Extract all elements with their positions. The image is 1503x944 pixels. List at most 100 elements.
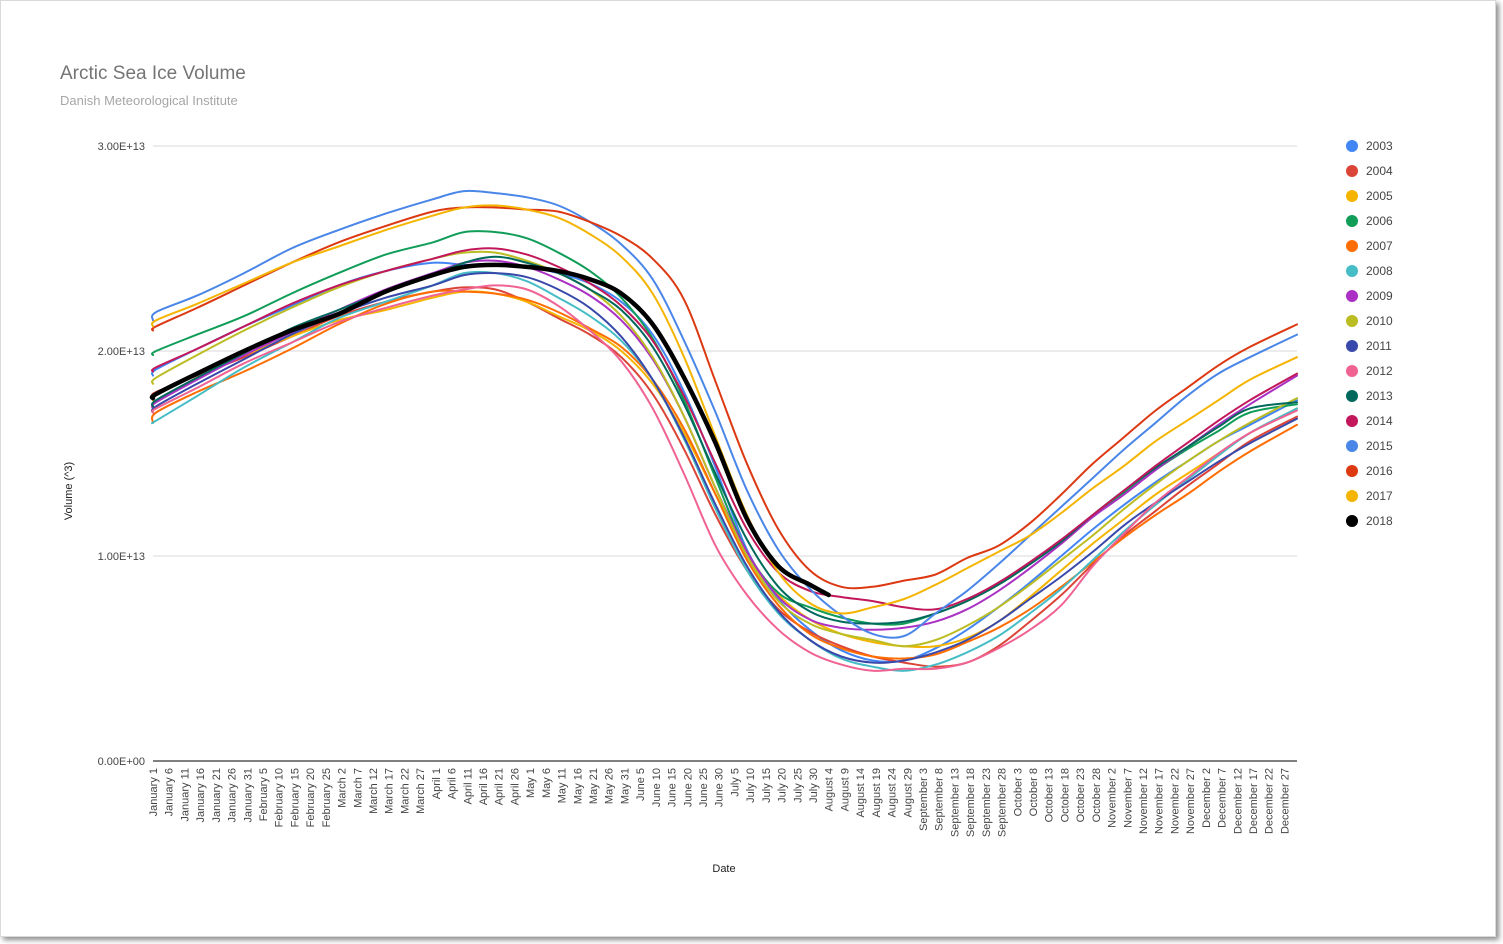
legend-swatch <box>1346 415 1358 427</box>
x-tick-label: April 11 <box>462 768 474 804</box>
legend-swatch <box>1346 390 1358 402</box>
legend-item-2008[interactable]: 2008 <box>1346 264 1393 278</box>
x-tick-label: May 1 <box>525 768 537 798</box>
legend-label: 2012 <box>1366 364 1393 378</box>
x-tick-label: August 14 <box>855 768 867 818</box>
y-axis-label: Volume (^3) <box>63 462 75 520</box>
x-tick-label: August 4 <box>824 768 836 811</box>
series-line-2011 <box>151 272 1298 664</box>
x-tick-label: June 30 <box>714 768 726 807</box>
y-tick-label: 1.00E+13 <box>98 551 145 563</box>
x-tick-label: June 15 <box>667 768 679 807</box>
x-tick-label: October 18 <box>1059 768 1071 822</box>
x-tick-label: February 15 <box>289 768 301 827</box>
x-tick-label: January 6 <box>164 768 176 816</box>
series-line-2014 <box>151 247 1298 611</box>
x-tick-label: May 21 <box>588 768 600 804</box>
x-tick-label: June 5 <box>635 768 647 801</box>
legend-item-2007[interactable]: 2007 <box>1346 239 1393 253</box>
chart-subtitle: Danish Meteorological Institute <box>60 93 238 108</box>
legend-item-2010[interactable]: 2010 <box>1346 314 1393 328</box>
legend-label: 2017 <box>1366 489 1393 503</box>
x-tick-label: March 22 <box>399 768 411 814</box>
x-tick-label: December 17 <box>1248 768 1260 834</box>
legend-item-2005[interactable]: 2005 <box>1346 189 1393 203</box>
x-tick-label: May 6 <box>541 768 553 798</box>
legend-label: 2003 <box>1366 139 1393 153</box>
series-line-2012 <box>151 284 1298 672</box>
x-tick-label: March 7 <box>352 768 364 808</box>
legend-item-2006[interactable]: 2006 <box>1346 214 1393 228</box>
x-tick-label: September 8 <box>934 768 946 831</box>
x-tick-label: November 17 <box>1154 768 1166 834</box>
legend-item-2003[interactable]: 2003 <box>1346 139 1393 153</box>
x-tick-label: October 28 <box>1091 768 1103 822</box>
legend-swatch <box>1346 490 1358 502</box>
legend-swatch <box>1346 315 1358 327</box>
legend-item-2018[interactable]: 2018 <box>1346 514 1393 528</box>
legend-item-2015[interactable]: 2015 <box>1346 439 1393 453</box>
x-tick-label: August 29 <box>902 768 914 818</box>
x-tick-label: May 11 <box>557 768 569 803</box>
x-tick-label: January 31 <box>242 768 254 822</box>
y-tick-label: 3.00E+13 <box>98 141 145 153</box>
x-tick-label: July 20 <box>777 768 789 803</box>
legend-swatch <box>1346 290 1358 302</box>
x-tick-label: April 16 <box>478 768 490 805</box>
legend-item-2004[interactable]: 2004 <box>1346 164 1393 178</box>
x-tick-label: October 3 <box>1012 768 1024 816</box>
series-line-2018 <box>149 262 831 598</box>
legend-label: 2010 <box>1366 314 1393 328</box>
x-tick-label: September 28 <box>997 768 1009 837</box>
legend-label: 2013 <box>1366 389 1393 403</box>
series-line-2004 <box>151 286 1298 668</box>
x-tick-label: August 24 <box>887 768 899 818</box>
x-tick-label: January 21 <box>211 768 223 822</box>
legend-item-2014[interactable]: 2014 <box>1346 414 1393 428</box>
legend-item-2012[interactable]: 2012 <box>1346 364 1393 378</box>
series-line-2013 <box>151 255 1298 625</box>
x-tick-label: September 13 <box>949 768 961 837</box>
series-line-2007 <box>151 289 1298 660</box>
legend-label: 2008 <box>1366 264 1393 278</box>
x-tick-label: March 2 <box>337 768 349 808</box>
legend-label: 2016 <box>1366 464 1393 478</box>
legend-item-2016[interactable]: 2016 <box>1346 464 1393 478</box>
x-tick-label: October 13 <box>1044 768 1056 822</box>
x-tick-label: June 20 <box>682 768 694 807</box>
legend-item-2013[interactable]: 2013 <box>1346 389 1393 403</box>
legend-item-2017[interactable]: 2017 <box>1346 489 1393 503</box>
legend-swatch <box>1346 165 1358 177</box>
legend-label: 2018 <box>1366 514 1393 528</box>
y-tick-label: 2.00E+13 <box>98 346 145 358</box>
legend-swatch <box>1346 265 1358 277</box>
y-tick-label: 0.00E+00 <box>98 756 145 768</box>
legend-label: 2009 <box>1366 289 1393 303</box>
legend-swatch <box>1346 440 1358 452</box>
legend-swatch <box>1346 215 1358 227</box>
series-line-2017 <box>151 204 1298 615</box>
legend-item-2011[interactable]: 2011 <box>1346 339 1392 353</box>
x-tick-label: January 1 <box>148 768 160 816</box>
x-tick-label: July 5 <box>729 768 741 797</box>
x-tick-label: February 20 <box>305 768 317 827</box>
x-tick-label: December 22 <box>1264 768 1276 834</box>
legend-label: 2014 <box>1366 414 1393 428</box>
x-tick-label: December 12 <box>1232 768 1244 834</box>
legend-swatch <box>1346 340 1358 352</box>
x-tick-label: January 11 <box>179 768 191 822</box>
x-axis-label: Date <box>712 863 735 875</box>
legend-swatch <box>1346 140 1358 152</box>
x-tick-label: October 23 <box>1075 768 1087 822</box>
x-tick-label: November 2 <box>1107 768 1119 828</box>
chart-title: Arctic Sea Ice Volume <box>60 63 246 84</box>
x-tick-label: September 23 <box>981 768 993 837</box>
legend-label: 2007 <box>1366 239 1393 253</box>
x-tick-label: May 26 <box>604 768 616 804</box>
x-tick-label: September 18 <box>965 768 977 837</box>
x-tick-label: October 8 <box>1028 768 1040 816</box>
x-tick-label: May 31 <box>619 768 631 804</box>
legend-item-2009[interactable]: 2009 <box>1346 289 1393 303</box>
x-tick-label: November 7 <box>1122 768 1134 828</box>
